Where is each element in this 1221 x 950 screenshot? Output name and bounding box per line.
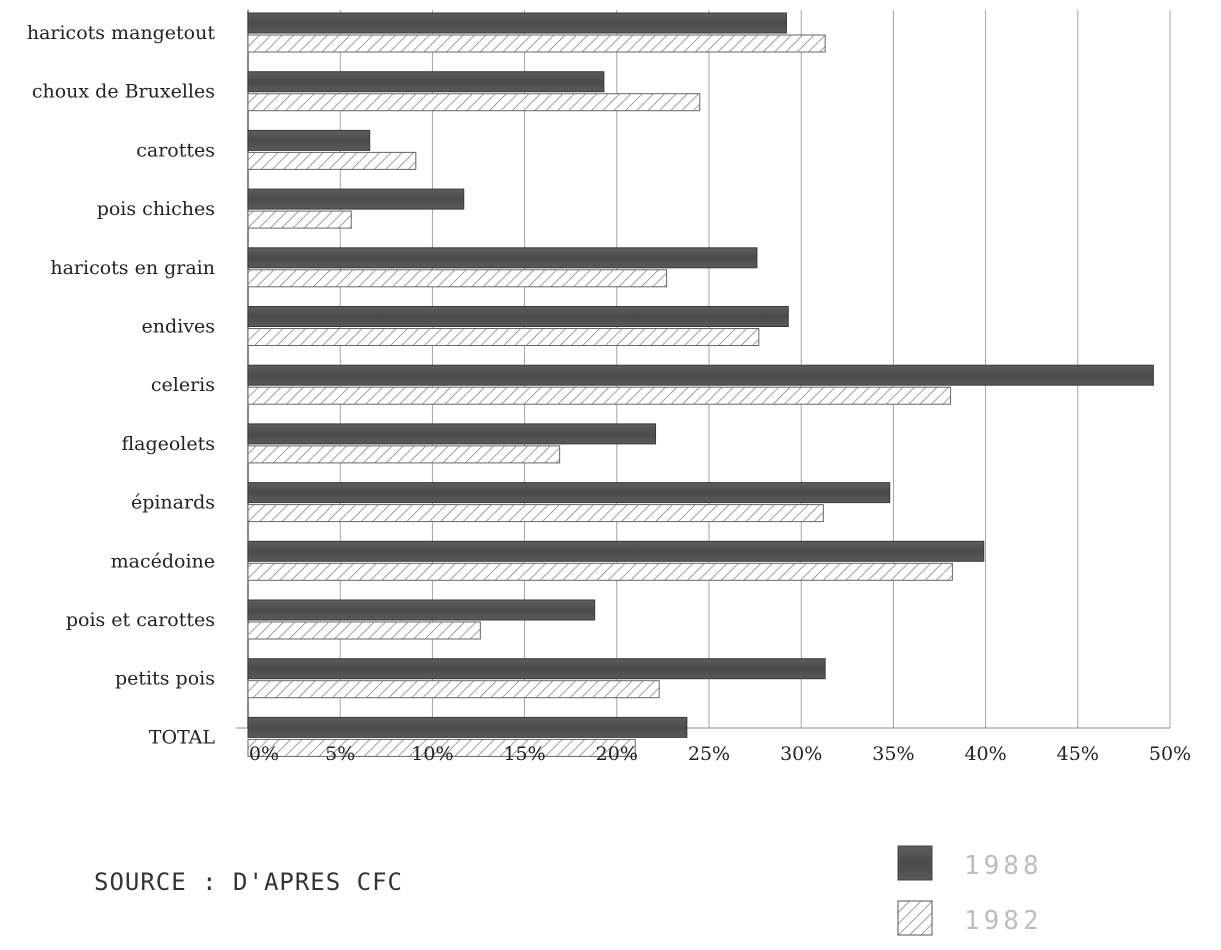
- bar-1988: [247, 364, 1154, 386]
- bar-1982: [247, 386, 952, 405]
- category-label: pois et carottes: [66, 609, 215, 631]
- x-tick-label: 50%: [1149, 743, 1191, 765]
- category-group: [247, 71, 701, 112]
- x-tick-label: 45%: [1057, 743, 1099, 765]
- category-group: [247, 658, 826, 699]
- bar-1982: [247, 445, 561, 464]
- x-tick-label: 35%: [872, 743, 914, 765]
- bar-1982: [247, 328, 760, 346]
- category-label: petits pois: [115, 668, 215, 690]
- bar-1988: [247, 423, 657, 445]
- category-label: haricots mangetout: [27, 22, 216, 44]
- x-tick-label: 30%: [780, 743, 822, 765]
- bar-1988: [247, 71, 605, 93]
- bar-1988: [247, 658, 826, 680]
- category-group: [247, 599, 596, 640]
- category-label: endives: [142, 316, 215, 338]
- x-tick-label: 10%: [411, 743, 453, 765]
- x-tick-label: 40%: [964, 743, 1006, 765]
- source-note: SOURCE : D'APRES CFC: [94, 868, 403, 896]
- category-label: épinards: [131, 492, 215, 514]
- bar-1988: [247, 129, 371, 151]
- bar-1988: [247, 12, 787, 34]
- x-tick-label: 20%: [596, 743, 638, 765]
- category-group: [247, 716, 688, 757]
- category-group: [247, 188, 465, 229]
- bar-1982: [247, 151, 417, 170]
- category-label: choux de Bruxelles: [32, 81, 215, 103]
- x-tick-label: 25%: [688, 743, 730, 765]
- bar-1982: [247, 269, 668, 288]
- category-label: haricots en grain: [50, 257, 215, 279]
- category-group: [247, 306, 789, 346]
- legend-swatch-1982: [897, 900, 933, 936]
- category-label: flageolets: [121, 433, 215, 455]
- x-tick-label: 5%: [325, 743, 355, 765]
- category-group: [247, 247, 758, 288]
- category-group: [247, 364, 1154, 405]
- category-label: macédoine: [111, 550, 215, 572]
- category-group: [247, 129, 417, 170]
- bar-1982: [247, 504, 824, 523]
- ticks-layer: 0% 5% 10% 15% 20% 25% 30% 35% 40% 45% 50%: [249, 743, 1191, 765]
- bar-1988: [247, 247, 758, 269]
- legend-swatch-1988: [897, 845, 933, 881]
- bar-1988: [247, 599, 596, 621]
- bar-1982: [247, 621, 481, 640]
- category-label: celeris: [151, 374, 215, 396]
- category-group: [247, 423, 657, 464]
- x-tick-label: 0%: [249, 743, 279, 765]
- legend: 1988 1982: [897, 845, 1043, 936]
- labels-layer: haricots mangetout choux de Bruxelles caro…: [27, 22, 216, 748]
- bar-1982: [247, 34, 826, 53]
- bars-layer: [247, 12, 1154, 757]
- bar-1982: [247, 680, 660, 699]
- bar-1982: [247, 738, 636, 757]
- bar-1982: [247, 93, 701, 112]
- category-label: pois chiches: [97, 198, 215, 220]
- category-group: [247, 12, 826, 53]
- category-label: carottes: [136, 139, 215, 161]
- legend-label-1982: 1982: [964, 906, 1043, 936]
- bar-1988: [247, 306, 789, 327]
- bar-1988: [247, 482, 891, 504]
- bar-1988: [247, 540, 985, 562]
- bar-1988: [247, 188, 465, 210]
- category-label: TOTAL: [149, 726, 216, 748]
- bar-1988: [247, 716, 688, 738]
- bar-1982: [247, 562, 953, 581]
- category-group: [247, 482, 891, 523]
- x-tick-label: 15%: [503, 743, 545, 765]
- legend-label-1988: 1988: [964, 851, 1043, 881]
- category-group: [247, 540, 985, 581]
- bar-1982: [247, 210, 352, 229]
